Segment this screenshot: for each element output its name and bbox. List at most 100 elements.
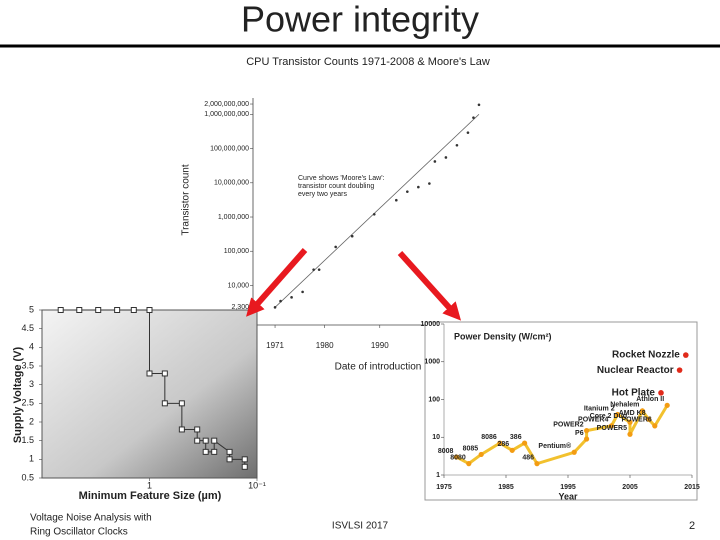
point: [627, 419, 633, 425]
y-tick-label: 2.5: [21, 398, 34, 408]
point: [161, 400, 168, 407]
point: [301, 290, 304, 294]
x-tick-label: 1985: [498, 484, 514, 491]
point-label: Pentium®: [538, 442, 572, 450]
point-label: 386: [510, 434, 522, 441]
x-tick-label: 10⁻¹: [248, 480, 266, 490]
slide-title: Power integrity: [241, 0, 479, 40]
y-tick-label: 100,000,000: [210, 145, 249, 152]
footer-left: Ring Oscillator Clocks: [30, 527, 128, 538]
y-tick-label: 5: [29, 304, 34, 314]
reference-point: [676, 367, 683, 373]
y-tick-label: 3.5: [21, 360, 34, 370]
point: [395, 198, 398, 202]
y-tick-label: 1: [29, 454, 34, 464]
point: [76, 307, 83, 313]
point: [241, 456, 248, 463]
point: [194, 437, 201, 444]
reference-label: Rocket Nozzle: [612, 350, 680, 361]
y-axis-label: Transistor count: [181, 164, 192, 236]
point: [615, 411, 621, 418]
point: [652, 423, 658, 429]
point: [202, 448, 209, 455]
x-axis-label: Date of introduction: [335, 362, 422, 373]
point: [417, 185, 420, 189]
point: [241, 463, 248, 470]
footer-center: ISVLSI 2017: [332, 521, 389, 532]
x-tick-label: 1971: [266, 341, 284, 350]
point: [372, 213, 376, 216]
arrow: [397, 250, 462, 321]
point: [584, 436, 590, 442]
chart-frame: [424, 321, 698, 501]
point: [478, 451, 484, 458]
point: [95, 307, 102, 313]
y-tick-label: 3: [29, 379, 34, 389]
point: [178, 426, 185, 433]
y-tick-label: 1,000,000,000: [204, 111, 249, 118]
y-tick-label: 10: [432, 434, 440, 441]
point: [627, 431, 633, 437]
y-tick-label: 4.5: [21, 323, 34, 333]
point: [114, 307, 121, 313]
y-tick-label: 4: [29, 342, 34, 352]
point: [608, 423, 615, 429]
y-tick-label: 2,300: [231, 304, 249, 311]
x-tick-label: 1: [147, 480, 152, 490]
point: [146, 307, 153, 313]
moore-chart: CPU Transistor Counts 1971-2008 & Moore'…: [181, 56, 490, 373]
point-label: POWER4: [578, 417, 608, 424]
x-tick-label: 2005: [622, 484, 638, 491]
point: [477, 103, 481, 107]
reference-label: Hot Plate: [612, 387, 656, 398]
point: [646, 416, 652, 422]
x-tick-label: 1990: [371, 341, 389, 350]
point: [290, 296, 293, 299]
point: [571, 449, 577, 455]
y-tick-label: 10,000: [228, 282, 250, 289]
point: [466, 131, 470, 134]
point: [178, 400, 185, 407]
voltage-chart: Supply Voltage (V) Minimum Feature Size (…: [12, 304, 266, 502]
chart-title: CPU Transistor Counts 1971-2008 & Moore'…: [246, 56, 490, 68]
point-label: POWER2: [553, 421, 583, 428]
reference-point: [658, 390, 664, 396]
point: [584, 428, 590, 434]
y-tick-label: 0.5: [21, 472, 34, 482]
x-tick-label: 1980: [316, 341, 334, 350]
point: [194, 426, 201, 433]
footer-left: Voltage Noise Analysis with: [30, 513, 152, 524]
annotation: transistor count doubling: [298, 183, 374, 190]
point-label: 286: [498, 441, 510, 448]
point-label: P6: [575, 430, 584, 437]
point-label: Itanium 2: [584, 405, 615, 412]
annotation: Curve shows 'Moore's Law':: [298, 175, 385, 182]
point-label: 8008: [438, 448, 454, 455]
y-tick-label: 100,000: [224, 248, 249, 255]
y-tick-label: 2: [29, 416, 34, 426]
x-tick-label: 2015: [684, 484, 700, 491]
point: [522, 440, 528, 446]
point: [317, 268, 321, 271]
point: [664, 402, 670, 408]
point: [466, 461, 472, 467]
point: [211, 448, 218, 455]
y-tick-label: 1,000,000: [218, 214, 249, 221]
page-number: 2: [689, 520, 695, 532]
x-axis-label: Minimum Feature Size (µm): [79, 490, 222, 502]
y-tick-label: 100: [428, 396, 440, 403]
point: [202, 437, 209, 444]
annotation: every two years: [298, 191, 348, 198]
arrows: [246, 248, 462, 321]
point-label: 8086: [481, 434, 497, 441]
point: [453, 454, 459, 460]
point: [639, 408, 646, 414]
x-axis-label: Year: [558, 491, 578, 501]
x-tick-label: 1995: [560, 484, 576, 491]
point: [226, 448, 233, 455]
y-tick-label: 1: [436, 472, 440, 479]
chart-title: Power Density (W/cm²): [454, 331, 552, 341]
point-label: POWER6: [621, 417, 651, 424]
y-tick-label: 1.5: [21, 435, 34, 445]
point: [130, 307, 137, 313]
